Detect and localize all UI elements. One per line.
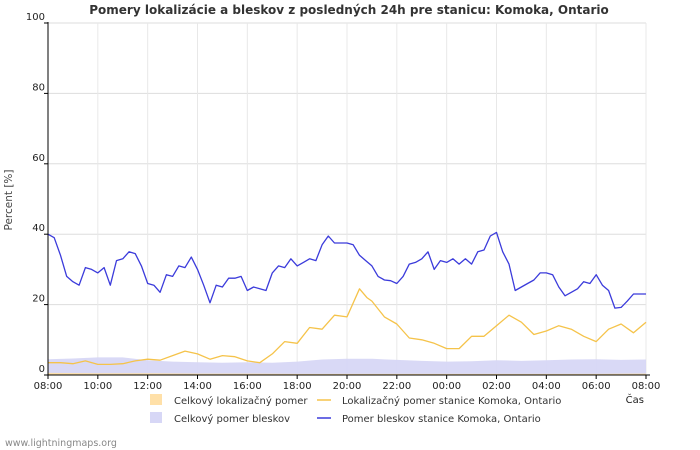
x-tick-label: 06:00	[582, 381, 611, 392]
x-tick-label: 08:00	[34, 381, 63, 392]
y-tick-labels: 0 20 40 60 80 100	[26, 12, 45, 375]
x-tick-label: 16:00	[233, 381, 262, 392]
series-area-0	[48, 357, 646, 375]
grid	[48, 22, 647, 375]
series-line-3	[47, 231, 646, 309]
y-tick-label: 100	[26, 12, 45, 23]
x-axis-label: Čas	[626, 393, 644, 406]
x-tick-label: 08:00	[632, 381, 661, 392]
x-tick-label: 20:00	[333, 381, 362, 392]
x-tick-label: 04:00	[532, 381, 561, 392]
legend-item: Lokalizačný pomer stanice Komoka, Ontari…	[317, 395, 561, 407]
x-tick-label: 12:00	[133, 381, 162, 392]
axes	[44, 22, 650, 379]
chart-title: Pomery lokalizácie a bleskov z poslednýc…	[89, 3, 609, 17]
series-line-2	[48, 288, 647, 366]
x-tick-label: 22:00	[382, 381, 411, 392]
x-tick-label: 18:00	[283, 381, 312, 392]
y-axis-label: Percent [%]	[3, 169, 15, 230]
y-tick-label: 80	[32, 82, 45, 93]
legend-label: Lokalizačný pomer stanice Komoka, Ontari…	[342, 395, 561, 407]
x-tick-label: 00:00	[432, 381, 461, 392]
legend-swatch	[150, 394, 162, 405]
area-series	[48, 357, 646, 375]
x-tick-label: 10:00	[83, 381, 112, 392]
y-tick-label: 20	[32, 294, 45, 305]
legend-item: Celkový pomer bleskov	[150, 412, 290, 425]
legend-label: Celkový pomer bleskov	[174, 413, 290, 425]
series-area-1	[48, 372, 646, 375]
legend-item: Pomer bleskov stanice Komoka, Ontario	[317, 414, 541, 425]
legend-item: Celkový lokalizačný pomer	[150, 394, 308, 407]
y-tick-label: 40	[32, 223, 45, 234]
legend-swatch	[150, 412, 162, 423]
x-tick-label: 02:00	[482, 381, 511, 392]
credit-text: www.lightningmaps.org	[5, 438, 117, 449]
x-tick-label: 14:00	[183, 381, 212, 392]
y-tick-label: 60	[32, 153, 45, 164]
legend-label: Pomer bleskov stanice Komoka, Ontario	[342, 414, 541, 425]
x-tick-labels: 08:00 10:00 12:00 14:00 16:00 18:00 20:00 22:00…	[34, 381, 661, 392]
line-series	[47, 231, 647, 366]
legend: Celkový lokalizačný pomer Lokalizačný pom…	[150, 394, 561, 425]
y-tick-label: 0	[39, 364, 45, 375]
legend-label: Celkový lokalizačný pomer	[174, 395, 308, 407]
